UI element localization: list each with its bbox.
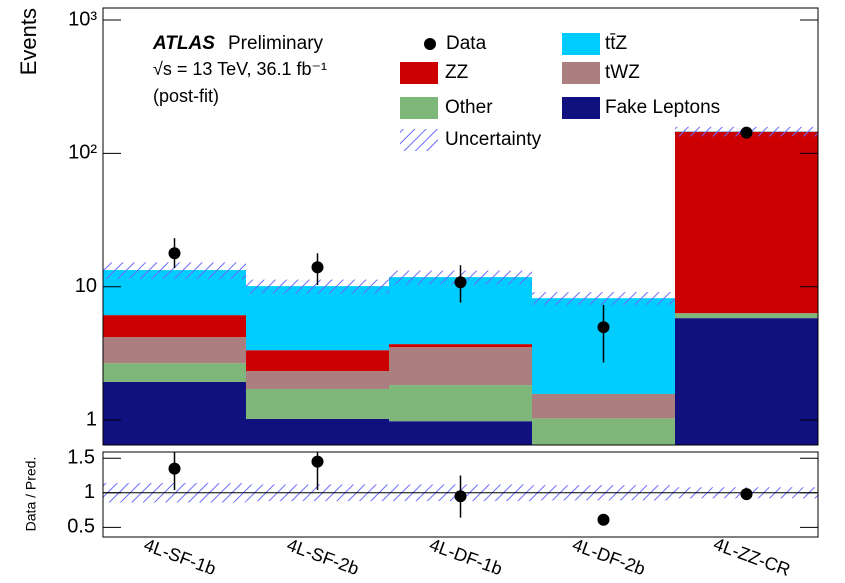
y-tick-label: 0.5 xyxy=(67,516,95,538)
bar-segment xyxy=(389,347,532,386)
x-tick-label: 4L-ZZ-CR xyxy=(711,534,793,580)
data-point xyxy=(311,261,324,274)
ratio-point xyxy=(740,488,753,501)
data-point xyxy=(454,276,467,289)
bar-segment xyxy=(675,131,818,314)
legend-swatch xyxy=(562,33,600,55)
legend-label: Uncertainty xyxy=(445,129,542,150)
bar-segment xyxy=(675,313,818,319)
bar-segment xyxy=(246,371,389,389)
data-point xyxy=(597,321,610,334)
y-axis-label: Events xyxy=(16,8,41,75)
experiment-label: ATLAS xyxy=(152,33,215,54)
uncertainty-band xyxy=(103,262,246,280)
bar-segment xyxy=(532,418,675,445)
x-tick-label: 4L-SF-2b xyxy=(284,535,361,579)
data-point xyxy=(168,247,181,260)
ratio-axis-label: Data / Pred. xyxy=(23,457,39,532)
bar-segment xyxy=(103,363,246,382)
legend-swatch xyxy=(400,129,438,151)
y-tick-label: 10³ xyxy=(68,8,97,30)
bar-segment xyxy=(246,350,389,372)
fit-note: (post-fit) xyxy=(153,86,219,106)
main-frame xyxy=(102,7,819,446)
legend-marker xyxy=(424,38,436,50)
bar-segment xyxy=(675,318,818,445)
x-tick-label: 4L-DF-1b xyxy=(427,534,505,579)
ratio-point xyxy=(454,490,467,503)
legend-label: Data xyxy=(446,33,487,54)
legend-label: Other xyxy=(445,97,493,118)
ratio-point xyxy=(597,513,610,526)
legend-swatch xyxy=(400,97,438,119)
legend-label: tt̄Z xyxy=(605,33,628,54)
legend-label: tWZ xyxy=(605,62,640,83)
ratio-point xyxy=(168,462,181,475)
bar-segment xyxy=(389,385,532,422)
bar-segment xyxy=(389,421,532,445)
bar-segment xyxy=(246,286,389,351)
legend-label: Fake Leptons xyxy=(605,97,720,118)
y-tick-label: 10 xyxy=(75,275,97,297)
legend-label: ZZ xyxy=(445,62,469,83)
bar-segment xyxy=(389,344,532,348)
legend-swatch xyxy=(562,97,600,119)
y-tick-label: 10² xyxy=(68,142,97,164)
energy-lumi: √s = 13 TeV, 36.1 fb⁻¹ xyxy=(153,59,327,79)
x-tick-label: 4L-SF-1b xyxy=(141,535,218,579)
bar-segment xyxy=(246,418,389,445)
legend-swatch xyxy=(562,62,600,84)
x-tick-label: 4L-DF-2b xyxy=(570,534,648,579)
ratio-frame xyxy=(102,451,819,538)
bar-segment xyxy=(103,315,246,338)
bar-segment xyxy=(103,381,246,445)
bar-segment xyxy=(532,393,675,419)
ratio-point xyxy=(311,455,324,468)
data-point xyxy=(740,126,753,139)
y-tick-label: 1 xyxy=(86,408,97,430)
y-tick-label: 1.5 xyxy=(67,447,95,469)
status-label: Preliminary xyxy=(228,33,324,54)
bar-segment xyxy=(103,337,246,364)
legend-swatch xyxy=(400,62,438,84)
bar-segment xyxy=(246,388,389,419)
uncertainty-band xyxy=(246,279,389,294)
uncertainty-band xyxy=(532,292,675,305)
y-tick-label: 1 xyxy=(84,481,95,503)
